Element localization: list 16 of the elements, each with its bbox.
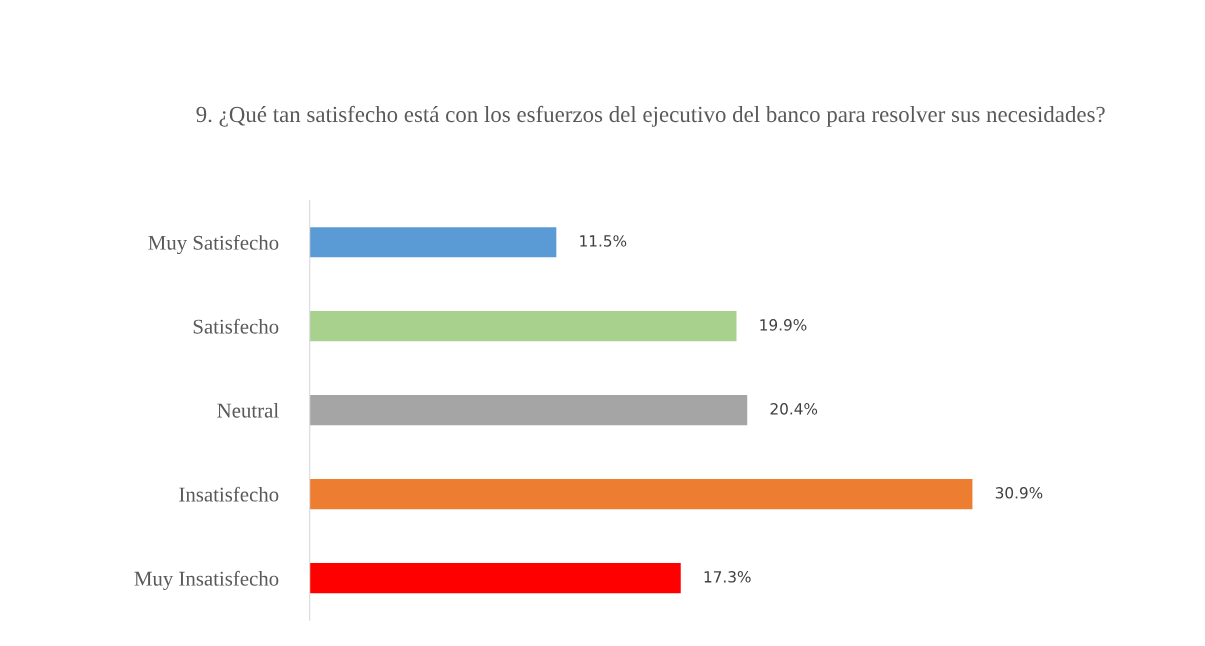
bar	[309, 395, 748, 426]
bar	[309, 479, 973, 510]
data-label: 11.5%	[580, 235, 627, 247]
y-tick-label: Insatisfecho	[179, 486, 279, 502]
bar	[309, 227, 557, 258]
bar	[309, 311, 737, 342]
chart-title: 9. ¿Qué tan satisfecho está con los esfuerzos del ejecutivo del banco para resolver sus necesidades?	[196, 105, 1105, 127]
data-label: 20.4%	[770, 403, 818, 415]
data-label: 30.9%	[995, 487, 1043, 499]
y-tick-label: Muy Satisfecho	[148, 234, 279, 255]
data-label: 19.9%	[760, 319, 807, 331]
y-tick-label: Neutral	[217, 402, 279, 418]
y-tick-label: Muy Insatisfecho	[134, 570, 279, 590]
data-label: 17.3%	[704, 571, 751, 583]
y-tick-label: Satisfecho	[193, 318, 279, 334]
bar	[309, 563, 681, 594]
